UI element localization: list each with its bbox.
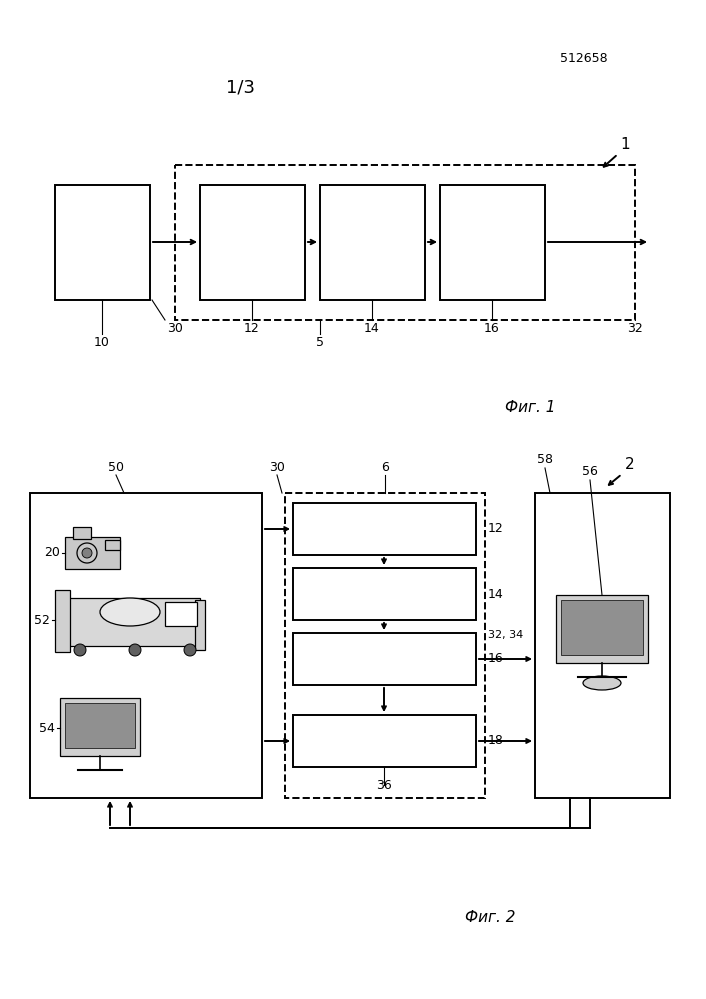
- Bar: [200, 185, 305, 300]
- Text: 52: 52: [34, 613, 50, 626]
- Bar: [195, 600, 205, 650]
- Bar: [293, 633, 476, 685]
- Text: Фиг. 2: Фиг. 2: [465, 910, 515, 925]
- Bar: [60, 698, 140, 756]
- Bar: [65, 598, 200, 646]
- Text: 30: 30: [269, 461, 285, 474]
- Text: 10: 10: [94, 336, 110, 349]
- Text: 30: 30: [167, 322, 183, 335]
- Bar: [55, 590, 70, 652]
- Circle shape: [184, 644, 196, 656]
- Bar: [440, 185, 545, 300]
- Text: 6: 6: [381, 461, 389, 474]
- Text: 16: 16: [488, 652, 504, 665]
- Text: Фиг. 1: Фиг. 1: [505, 400, 555, 415]
- Bar: [293, 503, 476, 555]
- Text: 32, 34: 32, 34: [488, 630, 523, 640]
- Text: 1: 1: [620, 137, 630, 152]
- Bar: [30, 493, 262, 798]
- Bar: [55, 185, 150, 300]
- Ellipse shape: [100, 598, 160, 626]
- Text: 14: 14: [364, 322, 380, 335]
- Text: 2: 2: [625, 457, 635, 472]
- Bar: [293, 715, 476, 767]
- Text: 512658: 512658: [560, 52, 608, 65]
- Text: 58: 58: [537, 453, 553, 466]
- Bar: [175, 165, 635, 320]
- Circle shape: [74, 644, 86, 656]
- Text: 1/3: 1/3: [225, 78, 254, 96]
- Text: 12: 12: [488, 522, 504, 535]
- Bar: [535, 493, 670, 798]
- Bar: [556, 595, 648, 663]
- Text: 32: 32: [627, 322, 643, 335]
- Circle shape: [129, 644, 141, 656]
- Text: 20: 20: [44, 546, 60, 559]
- Bar: [320, 185, 425, 300]
- Text: 14: 14: [488, 587, 504, 600]
- Text: 56: 56: [582, 465, 598, 478]
- Bar: [65, 537, 120, 569]
- Text: 5: 5: [316, 336, 324, 349]
- Bar: [73, 527, 91, 539]
- Bar: [293, 568, 476, 620]
- Text: 36: 36: [376, 779, 392, 792]
- Text: 50: 50: [108, 461, 124, 474]
- Bar: [105, 540, 120, 550]
- Text: 54: 54: [39, 721, 55, 734]
- Text: 12: 12: [244, 322, 260, 335]
- Ellipse shape: [583, 676, 621, 690]
- Bar: [65, 703, 135, 748]
- Text: 18: 18: [488, 734, 504, 747]
- Bar: [561, 600, 643, 655]
- Text: 16: 16: [484, 322, 500, 335]
- Bar: [285, 493, 485, 798]
- Circle shape: [82, 548, 92, 558]
- Bar: [165, 602, 197, 626]
